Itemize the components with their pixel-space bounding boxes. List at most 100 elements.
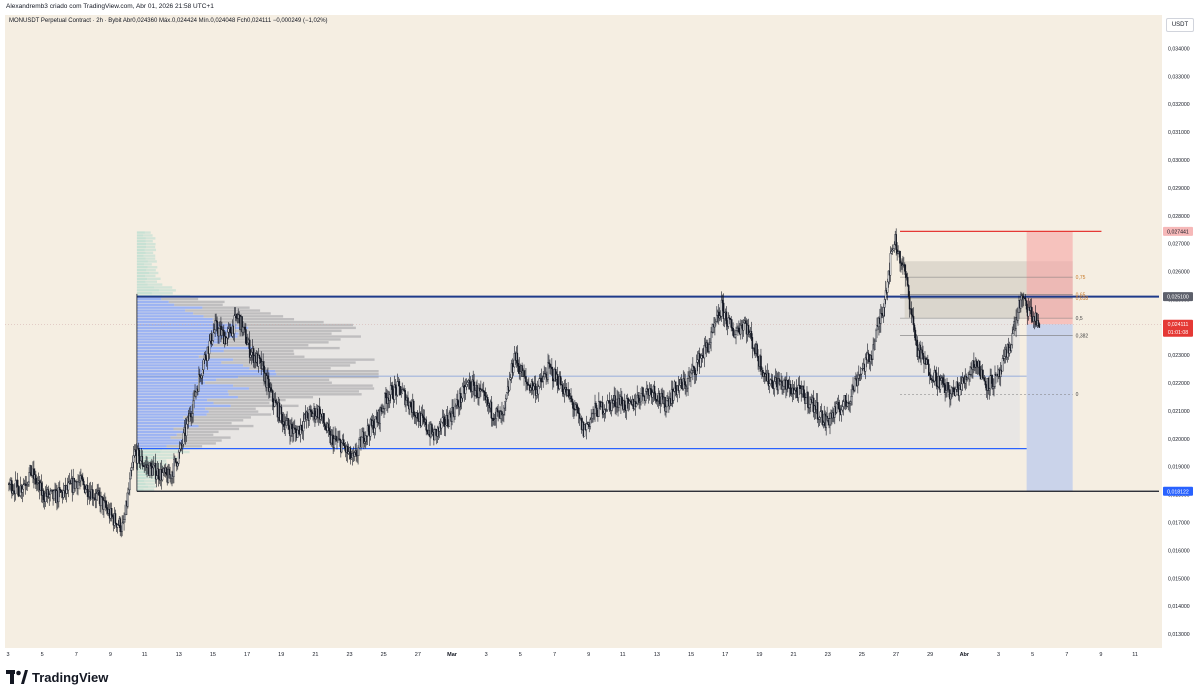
volume-profile-buy-row <box>136 315 204 318</box>
symbol-info-line[interactable]: MONUSDT Perpetual Contract · 2h · Bybit … <box>9 18 328 24</box>
candle-body <box>692 365 694 371</box>
candle-body <box>559 376 562 385</box>
candle-body <box>483 391 486 397</box>
candle-body <box>883 299 886 308</box>
candle-body <box>357 447 359 456</box>
candle-body <box>333 438 335 448</box>
candle-body <box>547 362 549 380</box>
candle-body <box>876 325 878 331</box>
candle-body <box>67 482 70 491</box>
volume-profile-buy-row <box>136 439 185 442</box>
candle-body <box>353 452 356 457</box>
volume-profile-sell-row <box>220 341 329 344</box>
x-tick-label: 21 <box>790 652 796 658</box>
volume-profile-buy-row <box>136 358 234 361</box>
volume-profile-buy-row <box>136 257 146 260</box>
candle-body <box>59 489 62 493</box>
candle-body <box>968 374 970 380</box>
candle-body <box>591 413 593 419</box>
candle-body <box>769 379 772 385</box>
candle-body <box>508 379 511 391</box>
bar-countdown: 01:01:08 <box>1168 330 1188 336</box>
candle-body <box>573 408 575 410</box>
candle-body <box>355 450 357 457</box>
tradingview-logo[interactable]: TradingView <box>6 669 108 685</box>
currency-button[interactable]: USDT <box>1166 18 1194 32</box>
candle-body <box>257 354 260 367</box>
x-tick-label: 25 <box>859 652 865 658</box>
candle-body <box>722 302 725 319</box>
candle-body <box>1010 344 1013 351</box>
candle-body <box>214 320 216 331</box>
candle-body <box>14 480 17 495</box>
candle-body <box>361 436 363 448</box>
candle-body <box>614 395 616 407</box>
candle-body <box>233 315 236 334</box>
candle-body <box>699 358 702 367</box>
y-tick-label: 0,023000 <box>1168 353 1190 359</box>
candle-body <box>398 381 401 387</box>
candle-body <box>212 332 215 341</box>
candle-body <box>1012 329 1015 334</box>
candle-body <box>238 314 240 316</box>
candle-body <box>474 390 476 396</box>
candle-body <box>287 418 289 426</box>
candle-body <box>323 422 326 427</box>
volume-profile-sell-row <box>188 421 232 425</box>
fib-level-label: 0,5 <box>1076 316 1083 322</box>
candle-body <box>53 490 55 500</box>
candle-body <box>413 414 416 417</box>
candle-body <box>880 313 882 324</box>
candle-body <box>1024 298 1027 301</box>
candle-body <box>975 360 978 367</box>
volume-profile-sell-row <box>233 384 373 387</box>
candle-body <box>221 329 223 336</box>
fib-level-label: 0,65 <box>1076 292 1086 298</box>
volume-profile-sell-row <box>243 364 351 367</box>
candle-body <box>339 438 341 441</box>
candle-body <box>101 496 103 498</box>
candle-body <box>848 402 850 404</box>
candle-body <box>225 337 228 344</box>
x-tick-label: 5 <box>519 652 522 658</box>
candle-body <box>250 351 253 356</box>
candle-body <box>137 448 140 451</box>
candle-body <box>583 424 586 437</box>
candle-body <box>315 416 317 420</box>
volume-profile-sell-row <box>144 263 152 266</box>
candle-body <box>960 383 963 390</box>
candle-body <box>795 387 798 392</box>
volume-profile-sell-row <box>176 433 214 436</box>
y-tick-label: 0,033000 <box>1168 74 1190 80</box>
candle-body <box>797 384 800 398</box>
candle-body <box>1037 320 1040 324</box>
candle-body <box>543 373 545 378</box>
candle-body <box>161 472 164 481</box>
candle-body <box>78 481 80 483</box>
candle-body <box>870 355 873 360</box>
candle-body <box>446 415 449 425</box>
candle-body <box>308 409 310 421</box>
y-tick-label: 0,029000 <box>1168 186 1190 192</box>
candle-body <box>241 316 243 333</box>
candle-body <box>1025 300 1028 310</box>
candle-body <box>290 423 292 437</box>
volume-profile-buy-row <box>136 234 144 237</box>
candle-body <box>476 384 478 398</box>
candle-body <box>1020 299 1022 309</box>
candle-body <box>703 345 706 359</box>
volume-profile-sell-row <box>173 427 240 431</box>
candle-body <box>621 396 623 404</box>
volume-profile-sell-row <box>227 390 359 393</box>
candle-body <box>302 421 305 432</box>
candle-body <box>714 322 716 328</box>
candle-body <box>242 326 244 333</box>
candle-body <box>701 354 704 357</box>
candle-body <box>556 374 559 386</box>
candle-body <box>291 423 293 430</box>
candle-body <box>951 387 954 389</box>
candle-body <box>350 457 353 460</box>
volume-profile-sell-row <box>237 323 354 327</box>
volume-profile-buy-row <box>136 375 239 379</box>
candle-body <box>382 408 384 412</box>
